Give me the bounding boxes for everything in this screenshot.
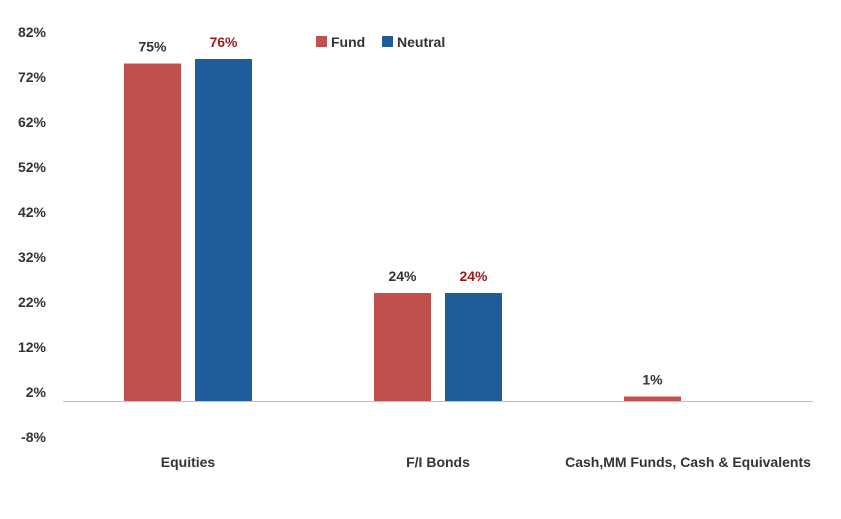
category-label: F/I Bonds <box>406 454 470 470</box>
bar-fund-1 <box>124 63 181 401</box>
legend: Fund Neutral <box>316 34 445 50</box>
bar-neutral-2 <box>445 293 502 401</box>
legend-item-neutral: Neutral <box>382 34 445 50</box>
data-label-fund: 24% <box>388 268 417 284</box>
bars <box>124 59 681 401</box>
data-label-fund: 75% <box>138 39 167 55</box>
y-tick-label: 2% <box>26 384 47 400</box>
category-label: Equities <box>161 454 216 470</box>
data-labels: 75% 76% 24% 24% 1% <box>138 34 663 388</box>
y-tick-label: 42% <box>18 204 47 220</box>
legend-item-fund: Fund <box>316 34 365 50</box>
category-label: Cash,MM Funds, Cash & Equivalents <box>565 454 811 470</box>
legend-swatch <box>382 36 393 47</box>
data-label-neutral: 24% <box>459 268 488 284</box>
y-axis: 82% 72% 62% 52% 42% 32% 22% 12% 2% -8% <box>18 24 47 445</box>
y-tick-label: 32% <box>18 249 47 265</box>
legend-label: Neutral <box>397 34 445 50</box>
bar-neutral-1 <box>195 59 252 401</box>
data-label-fund: 1% <box>642 372 663 388</box>
y-tick-label: -8% <box>21 429 46 445</box>
y-tick-label: 52% <box>18 159 47 175</box>
legend-swatch <box>316 36 327 47</box>
y-tick-label: 12% <box>18 339 47 355</box>
y-tick-label: 22% <box>18 294 47 310</box>
y-tick-label: 82% <box>18 24 47 40</box>
bar-fund-2 <box>374 293 431 401</box>
bar-fund-3 <box>624 396 681 401</box>
y-tick-label: 62% <box>18 114 47 130</box>
data-label-neutral: 76% <box>209 34 238 50</box>
legend-label: Fund <box>331 34 365 50</box>
y-tick-label: 72% <box>18 69 47 85</box>
x-axis-categories: Equities F/I Bonds Cash,MM Funds, Cash & E… <box>161 454 811 470</box>
